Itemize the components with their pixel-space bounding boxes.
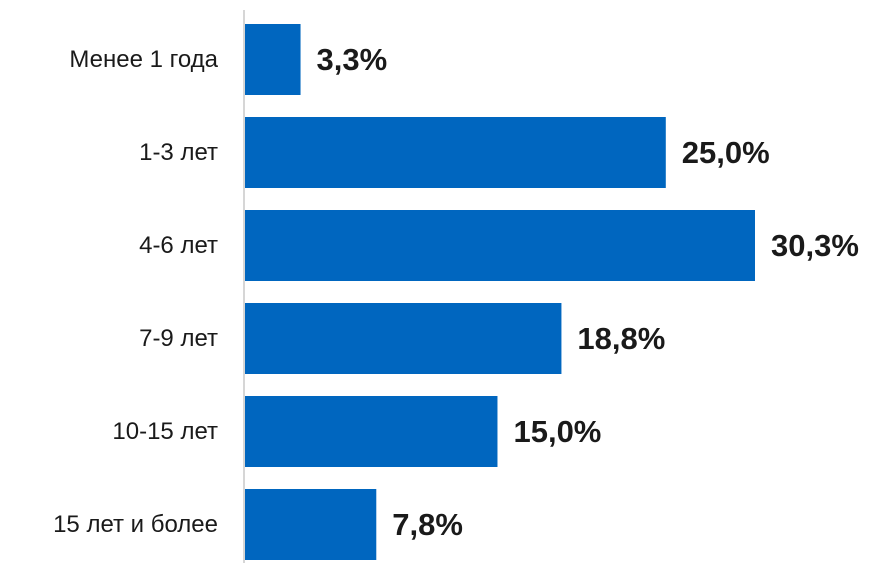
category-label-2: 4-6 лет — [139, 232, 218, 259]
bar-1 — [245, 117, 666, 188]
category-labels: Менее 1 года 1-3 лет 4-6 лет 7-9 лет 10-15 л… — [53, 46, 219, 538]
bar-0 — [245, 24, 301, 95]
value-label-2: 30,3% — [771, 228, 859, 263]
category-label-4: 10-15 лет — [112, 418, 218, 445]
bar-2 — [245, 210, 755, 281]
category-label-0: Менее 1 года — [69, 46, 218, 73]
value-label-1: 25,0% — [682, 135, 770, 170]
value-label-3: 18,8% — [577, 321, 665, 356]
bar-5 — [245, 489, 377, 560]
bars-group — [245, 24, 755, 560]
category-label-5: 15 лет и более — [53, 511, 218, 538]
value-labels: 3,3% 25,0% 30,3% 18,8% 15,0% 7,8% — [317, 42, 859, 542]
value-label-0: 3,3% — [317, 42, 388, 77]
value-label-4: 15,0% — [513, 414, 601, 449]
category-label-3: 7-9 лет — [139, 325, 218, 352]
bar-3 — [245, 303, 562, 374]
bar-4 — [245, 396, 498, 467]
category-label-1: 1-3 лет — [139, 139, 218, 166]
value-label-5: 7,8% — [392, 507, 463, 542]
